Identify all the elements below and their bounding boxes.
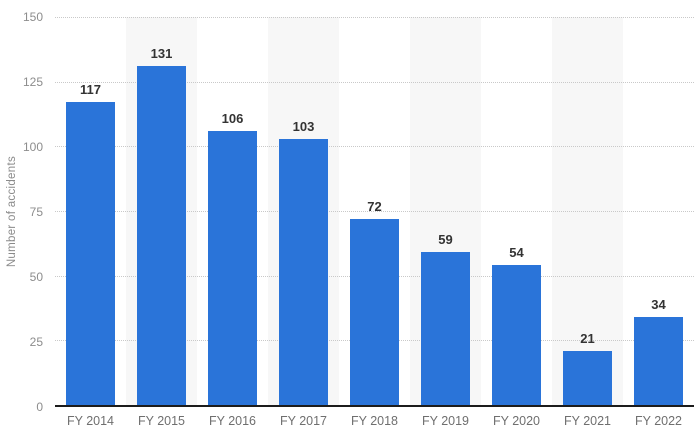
bar-column: 59 [410, 17, 481, 405]
bar-column: 34 [623, 17, 694, 405]
x-axis-label: FY 2022 [634, 414, 683, 428]
bar[interactable] [634, 317, 683, 405]
bar-column: 21 [552, 17, 623, 405]
plot-area: 117 131 106 103 72 59 54 21 34 [55, 17, 694, 407]
bar[interactable] [208, 130, 257, 405]
bar-value-label: 131 [150, 46, 173, 62]
bar-column: 131 [126, 17, 197, 405]
bar-column: 54 [481, 17, 552, 405]
bar[interactable] [279, 138, 328, 405]
gridline [55, 81, 694, 83]
bar[interactable] [66, 102, 115, 405]
gridline [55, 211, 694, 212]
x-axis-label: FY 2021 [563, 414, 612, 428]
bar-column: 106 [197, 17, 268, 405]
bar-value-label: 54 [509, 245, 524, 261]
bar[interactable] [563, 350, 612, 405]
x-axis-label: FY 2014 [66, 414, 115, 428]
x-axis-label: FY 2017 [279, 414, 328, 428]
bar-column: 72 [339, 17, 410, 405]
y-tick-label: 50 [29, 270, 43, 285]
bar-value-label: 59 [438, 232, 453, 248]
bar[interactable] [137, 66, 186, 405]
y-tick-label: 150 [22, 10, 43, 24]
bar-value-label: 103 [292, 118, 315, 134]
y-tick-label: 100 [22, 140, 43, 155]
x-axis-label: FY 2016 [208, 414, 257, 428]
gridline [55, 146, 694, 148]
x-axis-label: FY 2015 [137, 414, 186, 428]
y-tick-label: 75 [29, 205, 43, 219]
bar-column: 103 [268, 17, 339, 405]
gridline [55, 17, 694, 18]
bar[interactable] [350, 218, 399, 405]
y-axis-ticks: 0 25 50 75 100 125 150 [0, 11, 43, 413]
y-tick-label: 0 [36, 400, 43, 414]
y-tick-label: 125 [22, 75, 43, 89]
bar[interactable] [492, 265, 541, 405]
bar-columns: 117 131 106 103 72 59 54 21 34 [55, 17, 694, 405]
bar-value-label: 117 [80, 82, 101, 98]
bar[interactable] [421, 252, 470, 405]
bar-value-label: 34 [651, 297, 666, 313]
x-axis-label: FY 2019 [421, 414, 470, 428]
x-axis-labels: FY 2014 FY 2015 FY 2016 FY 2017 FY 2018 FY 20… [55, 414, 694, 429]
bar-value-label: 21 [580, 330, 595, 346]
bar-column: 117 [55, 17, 126, 405]
bar-value-label: 106 [221, 110, 244, 126]
y-tick-label: 25 [29, 335, 43, 350]
x-axis-label: FY 2020 [492, 414, 541, 428]
x-axis-label: FY 2018 [350, 414, 399, 428]
bar-value-label: 72 [367, 198, 382, 214]
